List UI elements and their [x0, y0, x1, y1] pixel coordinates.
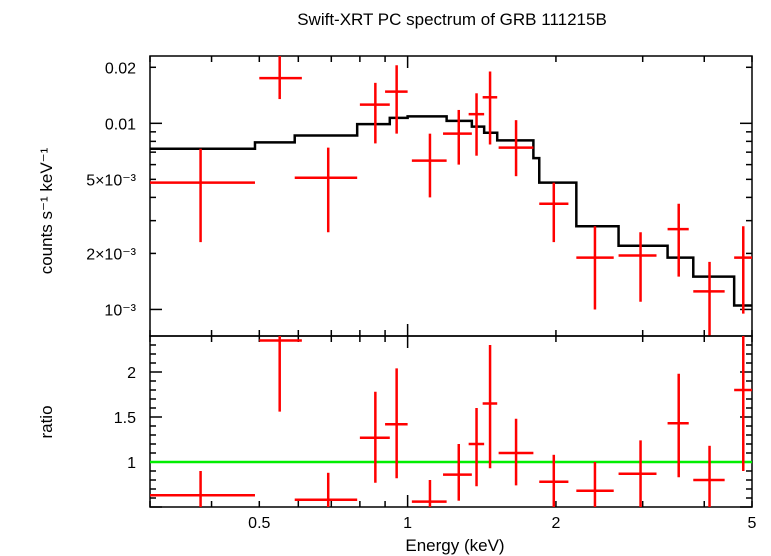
bottom-y-axis-label: ratio	[37, 405, 56, 438]
ratio-panel: 0.5 1 2 5 2 1.5 1	[114, 335, 757, 532]
data-point	[693, 261, 725, 336]
data-point	[411, 480, 447, 507]
data-point	[385, 368, 408, 479]
data-point	[468, 93, 485, 156]
data-point	[150, 471, 255, 507]
ratio-plot-frame	[149, 335, 753, 508]
data-point	[734, 226, 752, 314]
data-point	[618, 232, 657, 302]
data-point	[576, 226, 614, 310]
x-axis-label: Energy (keV)	[405, 536, 504, 555]
y-tick-label: 1.5	[114, 410, 136, 427]
data-point	[411, 133, 447, 198]
x-tick-label: 5	[748, 515, 757, 532]
y-tick-label: 0.02	[105, 60, 136, 77]
data-point	[482, 345, 498, 469]
data-point	[468, 408, 485, 487]
x-tick-label: 2	[551, 515, 560, 532]
x-tick-label: 1	[403, 515, 412, 532]
spectrum-plot-frame	[149, 55, 753, 337]
data-point	[576, 462, 614, 507]
data-point	[667, 203, 689, 277]
y-tick-label: 1	[127, 455, 136, 472]
data-point	[385, 65, 408, 134]
y-tick-label: 2	[127, 365, 136, 382]
spectrum-panel: 0.02 0.01 5×10⁻³ 2×10⁻³ 10⁻³	[86, 55, 753, 337]
data-point	[482, 71, 498, 145]
data-point	[498, 120, 534, 177]
model-step-line	[150, 115, 752, 307]
data-point	[539, 182, 569, 243]
x-tick-label: 0.5	[248, 515, 270, 532]
data-point	[667, 373, 689, 478]
data-point	[150, 148, 255, 243]
data-point	[359, 82, 390, 144]
data-point	[259, 56, 302, 100]
data-point	[259, 336, 302, 412]
data-point	[498, 418, 534, 486]
chart-title: Swift-XRT PC spectrum of GRB 111215B	[297, 10, 607, 29]
y-tick-label: 2×10⁻³	[86, 246, 136, 263]
y-tick-label: 5×10⁻³	[86, 172, 136, 189]
y-tick-label: 0.01	[105, 116, 136, 133]
data-point	[539, 454, 569, 507]
top-y-axis-label: counts s⁻¹ keV⁻¹	[37, 147, 56, 274]
data-point	[618, 440, 657, 507]
data-point	[443, 444, 472, 501]
data-point	[359, 391, 390, 483]
data-point	[443, 109, 472, 165]
data-point	[734, 336, 752, 471]
data-point	[294, 472, 358, 507]
y-tick-label: 10⁻³	[104, 302, 136, 319]
data-point	[294, 147, 358, 233]
data-point	[693, 445, 725, 507]
